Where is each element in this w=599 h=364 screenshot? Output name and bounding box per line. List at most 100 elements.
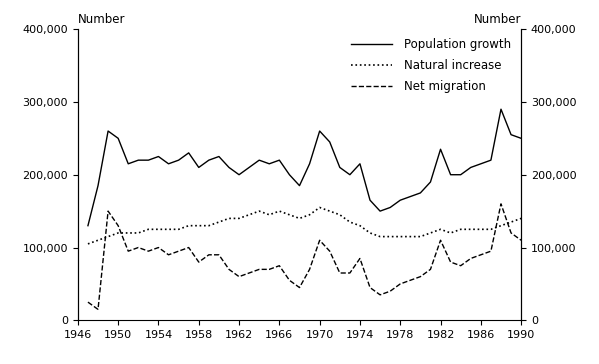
Population growth	[165, 162, 172, 166]
Population growth	[507, 132, 515, 137]
Population growth	[215, 154, 222, 159]
Net migration	[518, 238, 525, 242]
Population growth	[84, 223, 92, 228]
Net migration	[417, 274, 424, 279]
Natural increase	[155, 227, 162, 232]
Natural increase	[205, 223, 213, 228]
Net migration	[397, 282, 404, 286]
Natural increase	[235, 216, 243, 221]
Natural increase	[417, 234, 424, 239]
Text: Number: Number	[474, 13, 521, 26]
Natural increase	[104, 234, 111, 239]
Net migration	[386, 289, 394, 293]
Natural increase	[336, 213, 343, 217]
Net migration	[457, 264, 464, 268]
Population growth	[427, 180, 434, 184]
Population growth	[125, 162, 132, 166]
Net migration	[306, 267, 313, 272]
Natural increase	[286, 213, 293, 217]
Net migration	[266, 267, 273, 272]
Population growth	[457, 173, 464, 177]
Population growth	[296, 183, 303, 188]
Population growth	[346, 173, 353, 177]
Population growth	[175, 158, 182, 162]
Natural increase	[145, 227, 152, 232]
Net migration	[286, 278, 293, 282]
Population growth	[356, 162, 364, 166]
Natural increase	[225, 216, 232, 221]
Net migration	[256, 267, 263, 272]
Net migration	[135, 245, 142, 250]
Natural increase	[256, 209, 263, 213]
Net migration	[155, 245, 162, 250]
Population growth	[185, 151, 192, 155]
Natural increase	[135, 231, 142, 235]
Population growth	[397, 198, 404, 202]
Net migration	[316, 238, 323, 242]
Population growth	[386, 205, 394, 210]
Population growth	[135, 158, 142, 162]
Population growth	[266, 162, 273, 166]
Natural increase	[346, 220, 353, 224]
Net migration	[326, 249, 333, 253]
Natural increase	[477, 227, 485, 232]
Net migration	[437, 238, 444, 242]
Population growth	[367, 198, 374, 202]
Population growth	[306, 162, 313, 166]
Population growth	[195, 165, 202, 170]
Natural increase	[488, 227, 495, 232]
Net migration	[84, 300, 92, 304]
Population growth	[205, 158, 213, 162]
Net migration	[447, 260, 454, 264]
Net migration	[477, 253, 485, 257]
Natural increase	[185, 223, 192, 228]
Natural increase	[497, 223, 504, 228]
Natural increase	[125, 231, 132, 235]
Net migration	[125, 249, 132, 253]
Population growth	[447, 173, 454, 177]
Natural increase	[276, 209, 283, 213]
Natural increase	[326, 209, 333, 213]
Text: Number: Number	[78, 13, 125, 26]
Line: Natural increase: Natural increase	[88, 207, 521, 244]
Line: Net migration: Net migration	[88, 204, 521, 309]
Natural increase	[386, 234, 394, 239]
Net migration	[346, 271, 353, 275]
Population growth	[95, 183, 102, 188]
Net migration	[205, 253, 213, 257]
Natural increase	[246, 213, 253, 217]
Natural increase	[266, 213, 273, 217]
Net migration	[215, 253, 222, 257]
Net migration	[104, 209, 111, 213]
Natural increase	[356, 223, 364, 228]
Population growth	[488, 158, 495, 162]
Net migration	[145, 249, 152, 253]
Population growth	[336, 165, 343, 170]
Natural increase	[377, 234, 384, 239]
Legend: Population growth, Natural increase, Net migration: Population growth, Natural increase, Net…	[350, 38, 511, 94]
Natural increase	[507, 220, 515, 224]
Net migration	[367, 285, 374, 290]
Net migration	[356, 256, 364, 261]
Population growth	[225, 165, 232, 170]
Net migration	[185, 245, 192, 250]
Natural increase	[195, 223, 202, 228]
Natural increase	[84, 242, 92, 246]
Natural increase	[215, 220, 222, 224]
Natural increase	[175, 227, 182, 232]
Population growth	[437, 147, 444, 151]
Population growth	[114, 136, 122, 141]
Net migration	[488, 249, 495, 253]
Population growth	[377, 209, 384, 213]
Population growth	[145, 158, 152, 162]
Net migration	[195, 260, 202, 264]
Natural increase	[165, 227, 172, 232]
Net migration	[165, 253, 172, 257]
Population growth	[407, 194, 414, 199]
Natural increase	[95, 238, 102, 242]
Net migration	[467, 256, 474, 261]
Population growth	[316, 129, 323, 133]
Net migration	[377, 293, 384, 297]
Natural increase	[427, 231, 434, 235]
Natural increase	[437, 227, 444, 232]
